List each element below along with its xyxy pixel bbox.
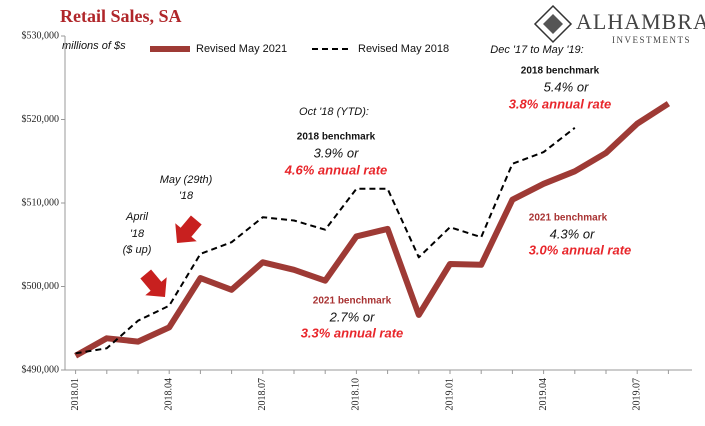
x-tick-label: 2019.07	[631, 378, 642, 411]
series-line	[74, 101, 671, 359]
annotation: April	[125, 211, 149, 223]
y-tick-label: $490,000	[22, 364, 60, 375]
annotation: 4.6% annual rate	[284, 162, 388, 177]
x-tick-label: 2018.04	[163, 378, 174, 411]
annotation: 3.0% annual rate	[529, 242, 632, 257]
annotation: 3.8% annual rate	[509, 96, 612, 111]
legend-label: Revised May 2021	[196, 43, 287, 55]
y-tick-label: $520,000	[22, 114, 60, 125]
arrow	[175, 215, 202, 243]
logo-icon-inner	[543, 14, 563, 34]
annotation: '18	[130, 228, 145, 240]
annotation: Oct '18 (YTD):	[299, 106, 369, 118]
x-tick-label: 2018.10	[351, 378, 362, 411]
logo-icon	[533, 4, 573, 44]
chart-title: Retail Sales, SA	[60, 6, 182, 26]
annotation: '18	[179, 190, 194, 202]
annotations: April '18 ($ up) May (29th) '18 Oct '18 …	[123, 44, 632, 341]
legend-label: Revised May 2018	[358, 43, 449, 55]
annotation: 3.3% annual rate	[301, 325, 404, 340]
logo: ALHAMBRA INVESTMENTS	[533, 4, 705, 45]
annotation: 2021 benchmark	[529, 213, 608, 224]
annotation: 3.9% or	[314, 145, 359, 160]
arrow	[140, 269, 167, 297]
annotation: Dec '17 to May '19:	[490, 44, 583, 56]
annotation: 2018 benchmark	[297, 132, 376, 143]
annotation: May (29th)	[160, 174, 213, 186]
annotation: ($ up)	[123, 244, 152, 256]
logo-name: ALHAMBRA	[576, 9, 705, 34]
x-tick-label: 2018.07	[257, 378, 268, 411]
x-tick-label: 2019.04	[538, 378, 549, 411]
y-unit: millions of $s	[62, 40, 126, 52]
annotation: 5.4% or	[544, 79, 589, 94]
annotation: 2018 benchmark	[521, 66, 600, 77]
series-line	[75, 127, 576, 355]
y-tick-label: $510,000	[22, 197, 60, 208]
y-tick-label: $530,000	[22, 30, 60, 41]
x-tick-label: 2019.01	[444, 378, 455, 411]
logo-tagline: INVESTMENTS	[612, 35, 691, 45]
y-tick-label: $500,000	[22, 281, 60, 292]
annotation: 2.7% or	[329, 309, 375, 324]
annotation: 4.3% or	[550, 226, 595, 241]
x-tick-label: 2018.01	[70, 378, 81, 411]
annotation: 2021 benchmark	[313, 296, 392, 307]
